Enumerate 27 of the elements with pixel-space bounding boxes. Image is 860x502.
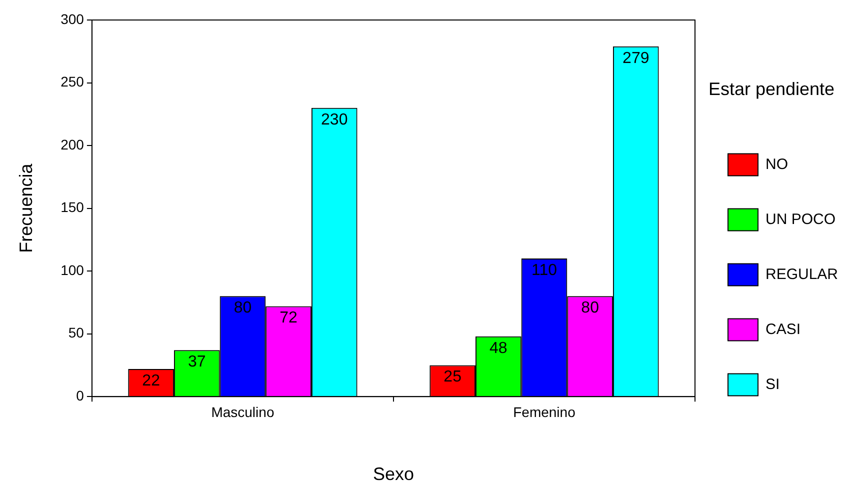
data-label: 25 (444, 368, 462, 386)
y-tick-label: 300 (60, 10, 84, 27)
data-label: 22 (142, 372, 160, 390)
y-tick-label: 0 (76, 387, 84, 404)
y-tick-label: 150 (60, 199, 84, 216)
data-label: 72 (280, 310, 298, 327)
data-label: 80 (234, 300, 252, 317)
data-label: 37 (188, 354, 206, 371)
y-axis-title: Frecuencia (16, 162, 36, 253)
legend-label: REGULAR (765, 266, 838, 283)
y-tick-label: 200 (60, 136, 84, 152)
legend-label: UN POCO (765, 210, 836, 228)
y-tick-label: 250 (60, 74, 84, 90)
data-label: 80 (581, 300, 600, 317)
legend-label: NO (765, 156, 788, 173)
data-label: 110 (531, 262, 558, 279)
x-axis-title: Sexo (372, 464, 414, 484)
legend-label: CASI (765, 320, 800, 338)
legend-title: Estar pendiente (708, 79, 835, 100)
data-label: 279 (622, 50, 650, 67)
y-tick-label: 50 (68, 324, 84, 341)
y-tick-label: 100 (60, 262, 84, 278)
legend-label: SI (765, 376, 780, 393)
x-tick-label: Femenino (513, 404, 576, 420)
x-tick-label: Masculino (211, 404, 274, 420)
data-label: 48 (490, 340, 508, 357)
data-label: 230 (321, 111, 348, 128)
